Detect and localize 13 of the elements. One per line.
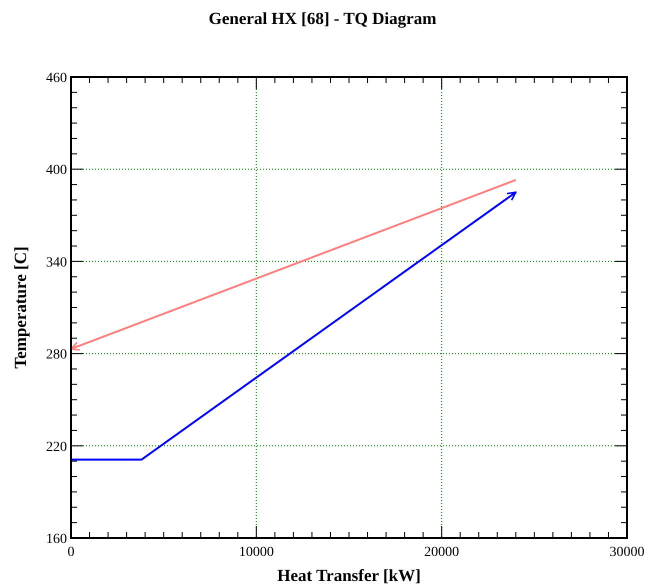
y-tick-label: 160	[46, 532, 67, 547]
x-tick-label: 30000	[610, 545, 644, 560]
chart-title: General HX [68] - TQ Diagram	[208, 9, 436, 28]
y-axis-title: Temperature [C]	[11, 246, 30, 369]
y-tick-label: 340	[46, 255, 67, 270]
x-tick-label: 20000	[424, 545, 460, 560]
y-tick-label: 220	[46, 440, 67, 455]
y-tick-label: 400	[46, 163, 67, 178]
x-tick-label: 0	[68, 545, 74, 560]
x-tick-label: 10000	[238, 545, 274, 560]
x-axis-title: Heat Transfer [kW]	[277, 566, 421, 585]
y-tick-label: 460	[46, 71, 67, 86]
y-tick-label: 280	[46, 348, 67, 363]
